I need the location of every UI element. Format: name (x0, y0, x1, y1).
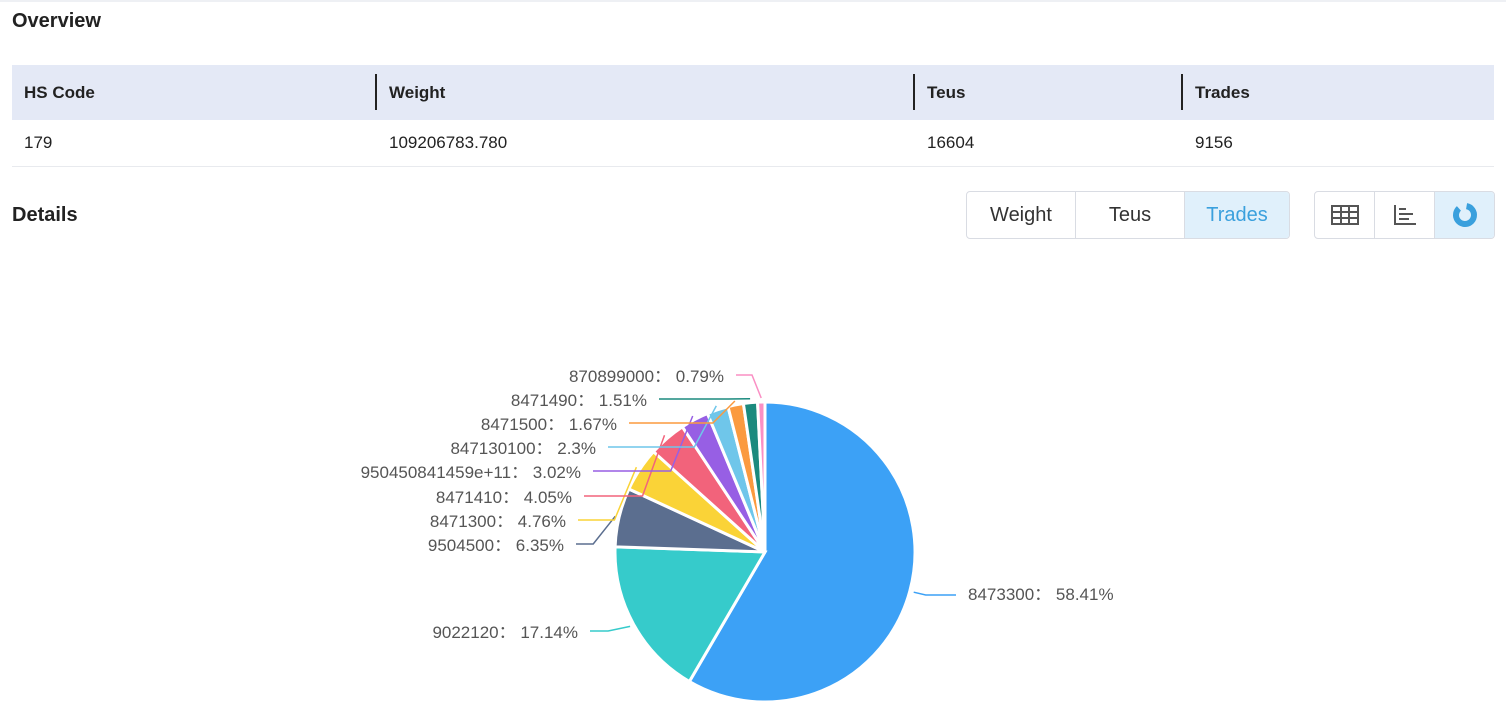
pie-chart-view-icon (1452, 203, 1477, 227)
view-switcher (1314, 191, 1495, 239)
details-title: Details (12, 204, 78, 226)
overview-title: Overview (12, 10, 101, 32)
pie-leader-line (913, 591, 956, 596)
pie-chart-view-button[interactable] (1435, 192, 1494, 238)
overview-table-header: HS Code Weight Teus Trades (12, 65, 1494, 120)
pie-slice-870899000[interactable] (755, 400, 767, 553)
pie-chart: 8473300： 58.41% 9022120： 17.14% 9504500： 6… (361, 367, 1114, 704)
pie-label: 8471490： 1.51% (511, 391, 647, 410)
pie-label: 950450841459e+11： 3.02% (361, 463, 581, 482)
metric-tabs: Weight Teus Trades (966, 191, 1290, 239)
header-teus: Teus (927, 82, 966, 102)
header-trades: Trades (1195, 82, 1250, 102)
pie-slice-8473300[interactable] (687, 400, 917, 704)
header-hs-code: HS Code (24, 82, 95, 102)
tab-teus[interactable]: Teus (1076, 192, 1185, 238)
pie-leader-line (736, 374, 762, 399)
cell-weight: 109206783.780 (389, 133, 508, 152)
pie-label: 847130100： 2.3% (450, 439, 596, 458)
cell-teus: 16604 (927, 133, 975, 152)
pie-leader-line (578, 466, 638, 521)
overview-table: HS Code Weight Teus Trades 179 109206783… (12, 65, 1494, 167)
tab-trades[interactable]: Trades (1185, 192, 1289, 238)
pie-leader-line (593, 415, 694, 472)
pie-label: 9504500： 6.35% (428, 536, 564, 555)
bar-chart-view-button[interactable] (1375, 192, 1435, 238)
pie-leader-line (629, 400, 736, 424)
cell-hs-code: 179 (24, 133, 53, 152)
pie-leader-line (590, 625, 631, 632)
tab-weight[interactable]: Weight (967, 192, 1076, 238)
table-view-button[interactable] (1315, 192, 1375, 238)
pie-label: 8471300： 4.76% (430, 512, 566, 531)
table-view-icon (1330, 205, 1359, 225)
pie-label: 8471410： 4.05% (436, 488, 572, 507)
pie-leader-line (584, 435, 666, 497)
column-separator[interactable] (913, 74, 915, 110)
pie-label: 8471500： 1.67% (481, 415, 617, 434)
column-separator[interactable] (375, 74, 377, 110)
bar-chart-view-icon (1393, 205, 1416, 225)
pie-leader-line (576, 515, 616, 545)
top-divider (0, 0, 1506, 2)
pie-label: 870899000： 0.79% (569, 367, 724, 386)
pie-label: 9022120： 17.14% (432, 623, 578, 642)
pie-leader-line (608, 405, 717, 448)
header-weight: Weight (389, 82, 446, 102)
column-separator[interactable] (1181, 74, 1183, 110)
table-row: 179 109206783.780 16604 9156 (12, 120, 1494, 167)
cell-trades: 9156 (1195, 133, 1233, 152)
pie-slice-9022120[interactable] (613, 545, 768, 684)
pie-label: 8473300： 58.41% (968, 585, 1114, 604)
